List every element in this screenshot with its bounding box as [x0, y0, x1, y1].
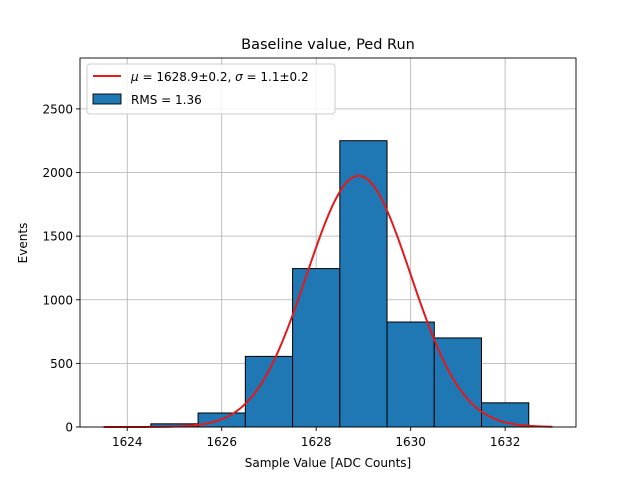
x-tick-label: 1628: [301, 435, 332, 449]
legend-histogram-label: RMS = 1.36: [131, 93, 202, 107]
legend: μ = 1628.9±0.2, σ = 1.1±0.2 RMS = 1.36: [86, 63, 336, 115]
legend-fit-label: μ = 1628.9±0.2, σ = 1.1±0.2: [130, 70, 309, 84]
legend-mu-value: = 1628.9±0.2,: [139, 70, 235, 84]
y-tick-label: 1000: [42, 293, 73, 307]
legend-box: [86, 63, 336, 115]
x-tick-label: 1626: [206, 435, 237, 449]
legend-sigma-value: = 1.1±0.2: [243, 70, 309, 84]
axis-ticks: 1624 1626 1628 1630 1632 0 500 1000 1500 2000 2500: [42, 102, 520, 449]
histogram-bar: [339, 140, 388, 428]
legend-histogram-swatch: [92, 93, 122, 105]
y-tick-label: 2000: [42, 166, 73, 180]
legend-sigma-symbol: σ: [235, 70, 243, 84]
x-tick-label: 1630: [395, 435, 426, 449]
x-tick-label: 1624: [112, 435, 143, 449]
x-axis-label: Sample Value [ADC Counts]: [245, 456, 411, 470]
plot-frame: [79, 57, 577, 428]
y-tick-label: 500: [50, 357, 73, 371]
legend-mu-symbol: μ: [130, 70, 139, 84]
x-tick-label: 1632: [490, 435, 521, 449]
y-tick-label: 2500: [42, 102, 73, 116]
y-axis-label: Events: [16, 223, 30, 264]
histogram-bar: [244, 355, 294, 428]
y-tick-label: 1500: [42, 230, 73, 244]
y-tick-label: 0: [65, 421, 73, 435]
histogram-bar: [386, 321, 435, 428]
histogram-bar: [433, 337, 483, 428]
chart-title: Baseline value, Ped Run: [241, 37, 415, 53]
gaussian-fit-curve: [103, 174, 553, 428]
